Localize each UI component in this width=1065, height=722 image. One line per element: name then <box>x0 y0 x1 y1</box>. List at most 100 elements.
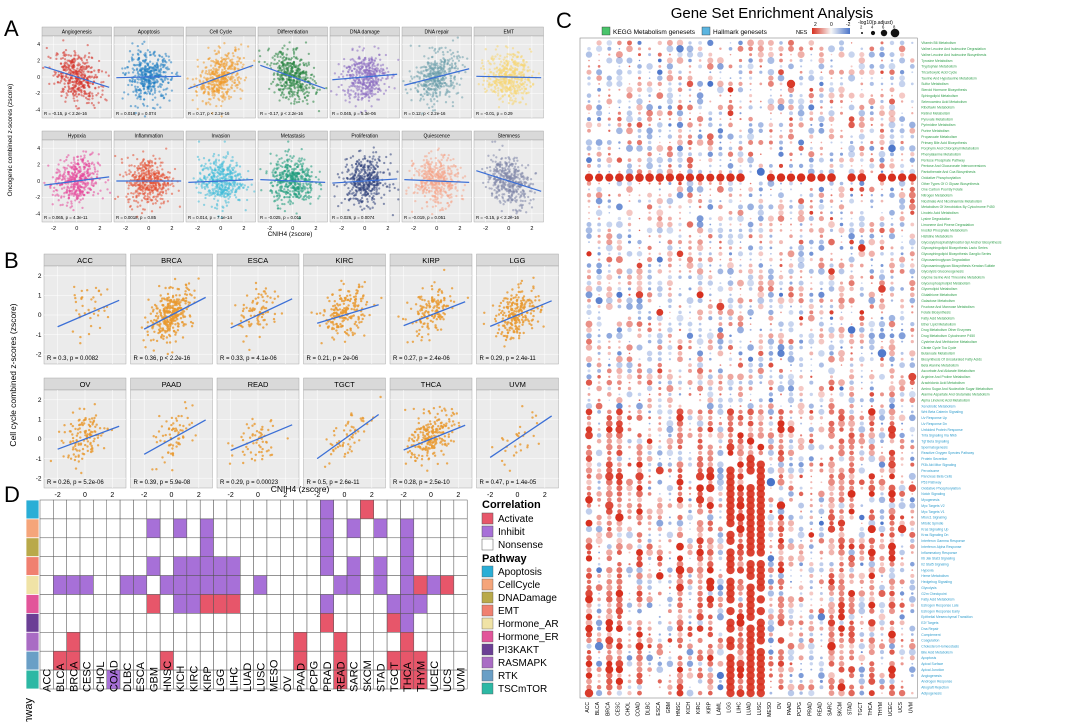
data-point <box>302 63 306 67</box>
data-point <box>123 73 127 76</box>
data-point <box>156 169 159 172</box>
data-point <box>198 171 202 174</box>
data-point <box>423 74 427 77</box>
data-point <box>290 181 293 185</box>
data-point <box>296 165 299 169</box>
data-point <box>153 50 156 53</box>
data-point <box>82 94 85 98</box>
data-point <box>301 162 305 165</box>
data-point <box>214 70 217 73</box>
data-point <box>225 83 228 87</box>
data-point <box>219 86 222 89</box>
data-point <box>92 191 96 194</box>
data-point <box>270 82 273 85</box>
data-point <box>271 184 274 187</box>
data-point <box>133 68 136 72</box>
data-point <box>132 192 135 195</box>
data-point <box>455 82 459 85</box>
data-point <box>133 181 136 185</box>
data-point <box>271 80 275 84</box>
data-point <box>285 195 289 199</box>
data-point <box>84 96 88 99</box>
data-point <box>154 182 158 185</box>
data-point <box>212 152 216 156</box>
y-tick-label: 2 <box>37 162 40 168</box>
data-point <box>507 60 510 63</box>
data-point <box>162 57 165 60</box>
data-point <box>97 86 100 89</box>
data-point <box>426 73 429 76</box>
data-point <box>381 76 384 80</box>
data-point <box>210 71 213 74</box>
data-point <box>439 59 442 62</box>
data-point <box>281 90 284 94</box>
data-point <box>436 67 439 71</box>
data-point <box>136 188 139 191</box>
data-point <box>92 104 95 107</box>
x-tick-label: 0 <box>219 226 222 232</box>
data-point <box>380 196 383 199</box>
data-point <box>170 76 174 80</box>
data-point <box>91 161 94 164</box>
data-point <box>299 162 302 166</box>
data-point <box>271 171 274 174</box>
data-point <box>443 60 447 63</box>
data-point <box>165 61 168 64</box>
data-point <box>287 148 291 151</box>
data-point <box>242 56 246 60</box>
data-point <box>205 69 208 73</box>
data-point <box>506 63 510 66</box>
data-point <box>64 67 67 70</box>
data-point <box>466 57 469 60</box>
data-point <box>237 80 241 84</box>
data-point <box>140 69 143 72</box>
data-point <box>126 156 129 159</box>
data-point <box>423 92 426 95</box>
data-point <box>363 81 366 84</box>
data-point <box>415 66 418 69</box>
data-point <box>514 97 517 100</box>
data-point <box>88 98 91 101</box>
data-point <box>451 59 455 62</box>
y-tick-label: 0 <box>37 75 40 81</box>
data-point <box>347 208 350 212</box>
data-point <box>279 55 282 59</box>
data-point <box>390 76 394 79</box>
data-point <box>221 205 224 208</box>
data-point <box>240 43 243 46</box>
data-point <box>229 189 233 192</box>
data-point <box>424 83 428 87</box>
data-point <box>54 194 57 197</box>
data-point <box>297 100 301 104</box>
data-point <box>145 62 148 65</box>
point-cloud <box>121 40 179 118</box>
data-point <box>419 99 422 102</box>
data-point <box>450 57 453 60</box>
data-point <box>490 71 493 74</box>
data-point <box>258 49 261 52</box>
data-point <box>214 195 217 198</box>
data-point <box>373 64 376 68</box>
data-point <box>161 197 164 201</box>
data-point <box>284 178 288 181</box>
data-point <box>368 155 371 159</box>
data-point <box>136 106 139 109</box>
data-point <box>446 84 449 87</box>
data-point <box>161 183 164 186</box>
data-point <box>52 74 55 77</box>
data-point <box>158 54 162 58</box>
data-point <box>191 78 195 81</box>
data-point <box>509 91 512 95</box>
data-point <box>288 190 292 193</box>
data-point <box>128 169 131 172</box>
data-point <box>511 55 515 58</box>
data-point <box>463 65 466 68</box>
data-point <box>342 57 346 61</box>
data-point <box>355 68 358 72</box>
data-point <box>303 158 306 161</box>
data-point <box>276 207 280 210</box>
data-point <box>71 167 74 170</box>
data-point <box>215 58 218 61</box>
data-point <box>121 97 124 100</box>
